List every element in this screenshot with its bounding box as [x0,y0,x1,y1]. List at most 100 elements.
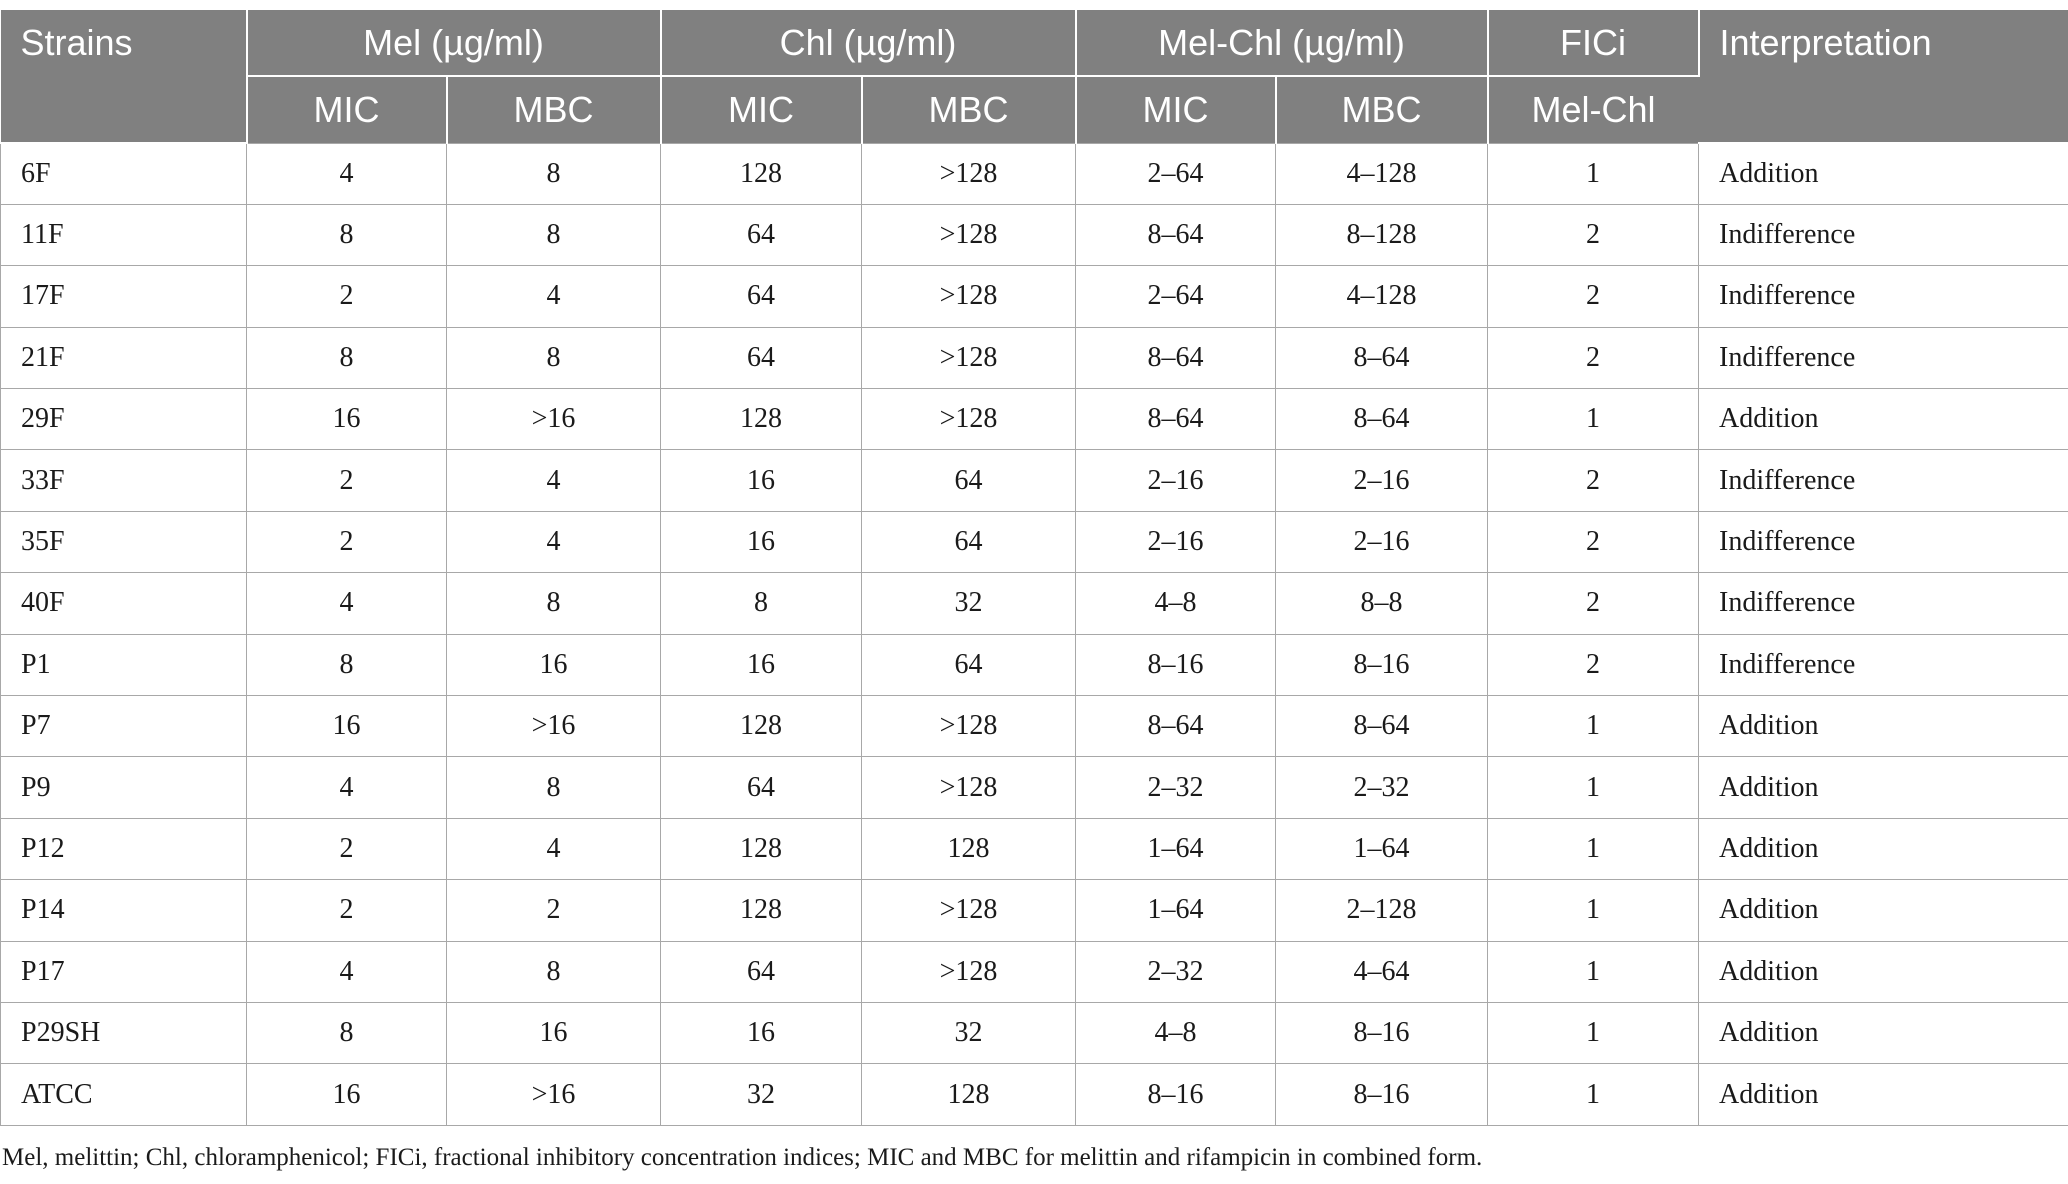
strain-cell: 33F [0,449,247,512]
header-interpretation: Interpretation [1698,10,2068,144]
mel-mbc-cell: 4 [446,265,661,328]
melchl-mbc-cell: 1–64 [1275,817,1488,881]
chl-mbc-cell: >128 [861,265,1076,328]
mel-mbc-cell: 8 [446,203,661,267]
header-strains: Strains [0,10,248,144]
mel-mbc-cell: 4 [446,817,661,881]
chl-mic-cell: 128 [660,695,862,758]
interpretation-cell: Indifference [1698,265,2068,328]
interpretation-cell: Addition [1698,142,2068,205]
mel-mbc-cell: 8 [446,756,661,819]
strain-cell: P29SH [0,1001,247,1065]
interpretation-cell: Addition [1698,756,2068,819]
table-row: 33F 2 4 16 64 2–16 2–16 2 Indifference [0,449,2068,512]
chl-mbc-cell: 64 [861,510,1076,574]
melchl-mbc-cell: 4–128 [1275,142,1488,205]
mel-mbc-cell: 16 [446,1001,661,1065]
melchl-mbc-cell: 8–64 [1275,695,1488,758]
interpretation-cell: Addition [1698,1001,2068,1065]
mel-mic-cell: 2 [246,879,447,942]
table-row: P12 2 4 128 128 1–64 1–64 1 Addition [0,817,2068,881]
fici-cell: 1 [1487,940,1699,1003]
interpretation-cell: Addition [1698,817,2068,881]
table-footnote: Mel, melittin; Chl, chloramphenicol; FIC… [2,1144,1483,1171]
subheader-mel-mic: MIC [246,76,448,143]
mel-mbc-cell: >16 [446,1063,661,1126]
table-row: 29F 16 >16 128 >128 8–64 8–64 1 Addition [0,388,2068,451]
melchl-mic-cell: 2–64 [1075,265,1276,328]
chl-mic-cell: 128 [660,879,862,942]
strain-cell: 17F [0,265,247,328]
fici-cell: 2 [1487,203,1699,267]
mel-mbc-cell: 8 [446,572,661,635]
melchl-mic-cell: 8–16 [1075,1063,1276,1126]
melchl-mic-cell: 8–16 [1075,633,1276,697]
table-row: 11F 8 8 64 >128 8–64 8–128 2 Indifference [0,203,2068,267]
chl-mic-cell: 16 [660,1001,862,1065]
strain-cell: 40F [0,572,247,635]
strain-cell: 21F [0,326,247,390]
mel-mbc-cell: >16 [446,695,661,758]
interpretation-cell: Addition [1698,1063,2068,1126]
mel-mic-cell: 16 [246,1063,447,1126]
table-row: 21F 8 8 64 >128 8–64 8–64 2 Indifference [0,326,2068,390]
interpretation-cell: Indifference [1698,572,2068,635]
mel-mbc-cell: 2 [446,879,661,942]
mic-mbc-table: Strains Mel (µg/ml) Chl (µg/ml) Mel-Chl … [0,10,2068,1126]
interpretation-cell: Indifference [1698,326,2068,390]
melchl-mbc-cell: 8–16 [1275,1001,1488,1065]
mel-mic-cell: 4 [246,142,447,205]
strain-cell: 35F [0,510,247,574]
strain-cell: P1 [0,633,247,697]
melchl-mbc-cell: 2–16 [1275,449,1488,512]
interpretation-cell: Addition [1698,388,2068,451]
interpretation-cell: Addition [1698,695,2068,758]
strain-cell: P7 [0,695,247,758]
header-chl: Chl (µg/ml) [660,10,1077,77]
header-fici: FICi [1487,10,1700,77]
mel-mic-cell: 8 [246,633,447,697]
melchl-mic-cell: 8–64 [1075,326,1276,390]
strain-cell: ATCC [0,1063,247,1126]
melchl-mic-cell: 2–32 [1075,940,1276,1003]
fici-cell: 1 [1487,388,1699,451]
interpretation-cell: Indifference [1698,449,2068,512]
chl-mbc-cell: >128 [861,695,1076,758]
table-row: P29SH 8 16 16 32 4–8 8–16 1 Addition [0,1001,2068,1065]
mel-mic-cell: 2 [246,817,447,881]
mel-mic-cell: 2 [246,510,447,574]
melchl-mic-cell: 8–64 [1075,203,1276,267]
subheader-chl-mbc: MBC [861,76,1077,143]
chl-mbc-cell: 64 [861,449,1076,512]
chl-mic-cell: 128 [660,817,862,881]
chl-mbc-cell: >128 [861,879,1076,942]
chl-mic-cell: 64 [660,756,862,819]
table-row: 40F 4 8 8 32 4–8 8–8 2 Indifference [0,572,2068,635]
melchl-mbc-cell: 8–64 [1275,326,1488,390]
mel-mbc-cell: 8 [446,326,661,390]
melchl-mic-cell: 2–16 [1075,449,1276,512]
melchl-mbc-cell: 8–8 [1275,572,1488,635]
chl-mic-cell: 32 [660,1063,862,1126]
table-row: 17F 2 4 64 >128 2–64 4–128 2 Indifference [0,265,2068,328]
interpretation-cell: Addition [1698,940,2068,1003]
chl-mic-cell: 16 [660,633,862,697]
table-row: P17 4 8 64 >128 2–32 4–64 1 Addition [0,940,2068,1003]
strain-cell: 6F [0,142,247,205]
mel-mic-cell: 8 [246,203,447,267]
mel-mic-cell: 8 [246,326,447,390]
fici-cell: 2 [1487,326,1699,390]
chl-mbc-cell: >128 [861,388,1076,451]
subheader-melchl-mic: MIC [1075,76,1277,143]
header-mel-chl: Mel-Chl (µg/ml) [1075,10,1489,77]
fici-cell: 2 [1487,633,1699,697]
mel-mic-cell: 4 [246,940,447,1003]
melchl-mbc-cell: 8–16 [1275,633,1488,697]
melchl-mbc-cell: 8–16 [1275,1063,1488,1126]
mel-mic-cell: 16 [246,695,447,758]
melchl-mic-cell: 1–64 [1075,879,1276,942]
chl-mbc-cell: 32 [861,572,1076,635]
mel-mic-cell: 4 [246,572,447,635]
results-table-container: Strains Mel (µg/ml) Chl (µg/ml) Mel-Chl … [0,10,2068,1126]
chl-mbc-cell: 128 [861,817,1076,881]
